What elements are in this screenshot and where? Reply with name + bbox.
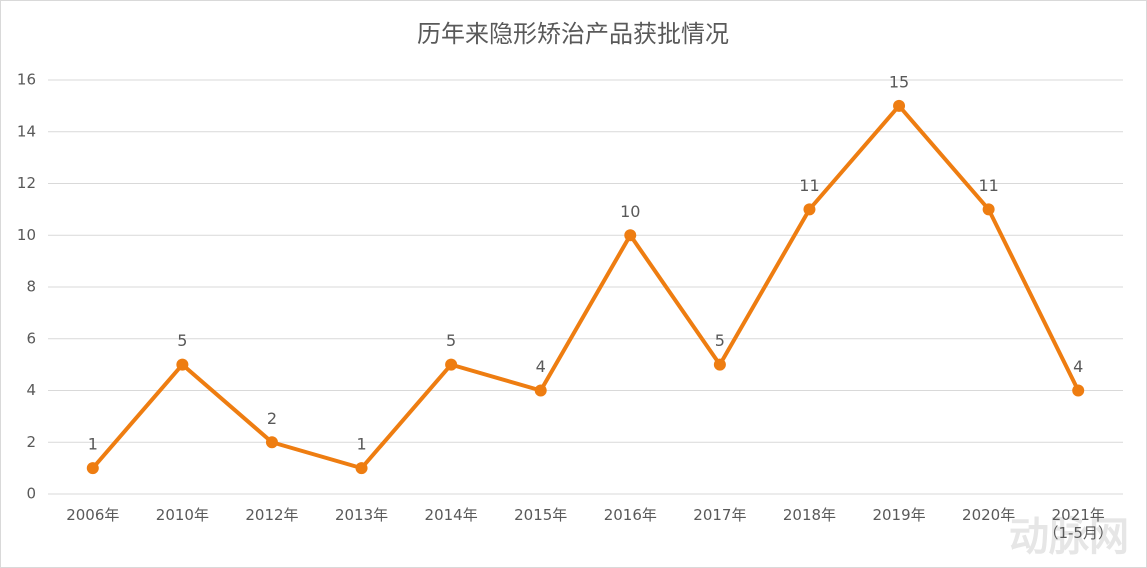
point [624,229,637,242]
x-tick-label: 2018年 [782,506,837,524]
x-tick-label: 2021年 （1-5月） [1043,506,1113,542]
point [1072,384,1085,397]
x-tick-label: 2010年 [155,506,209,524]
data-label: 5 [715,331,725,350]
x-tick-label: 2019年 [872,506,926,524]
point [86,462,99,475]
point [355,462,368,475]
data-label: 11 [799,176,819,195]
point [982,203,995,216]
point [803,203,816,216]
x-tick-label: 2016年 [603,506,657,524]
x-tick-label: 2013年 [334,506,389,524]
data-label: 1 [88,435,98,454]
y-tick-label: 6 [26,329,36,347]
data-label: 10 [620,202,640,221]
point [176,358,189,371]
point [713,358,726,371]
y-tick-label: 14 [17,122,36,140]
data-label: 4 [1073,357,1083,376]
data-label: 15 [889,72,909,91]
watermark: 动脉网 [1009,514,1129,560]
point [893,99,906,112]
chart-title: 历年来隐形矫治产品获批情况 [417,20,729,48]
line [91,103,1081,471]
x-tick-label: 2006年 [66,506,120,524]
point [445,358,458,371]
y-tick-label: 4 [26,381,36,399]
x-tick-label: 2012年 [245,506,299,524]
x-tick-label: 2017年 [693,506,747,524]
point [534,384,547,397]
data-label: 5 [177,331,187,350]
y-tick-label: 10 [17,226,36,244]
y-tick-label: 12 [17,174,36,192]
x-tick-label: 2014年 [424,506,478,524]
data-label: 2 [267,409,277,428]
y-tick-label: 8 [26,278,36,296]
x-tick-label: 2015年 [514,506,568,524]
data-label: 5 [446,331,456,350]
data-label: 11 [978,176,998,195]
y-tick-label: 16 [17,71,36,89]
point [265,436,278,449]
y-tick-label: 2 [26,433,36,451]
y-tick-label: 0 [26,485,36,503]
data-label: 4 [536,357,546,376]
data-label: 1 [356,435,366,454]
x-tick-label: 2020年 [962,506,1016,524]
